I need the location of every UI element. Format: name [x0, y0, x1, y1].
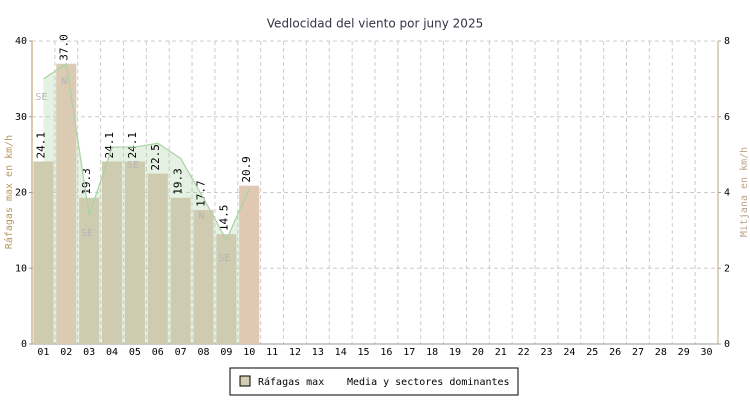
value-label: 24.1 [103, 132, 116, 159]
x-tick-label: 24 [563, 347, 575, 358]
legend-swatch [239, 375, 251, 387]
legend-label: Ráfagas max [258, 376, 324, 388]
x-tick-label: 06 [152, 347, 164, 358]
y2-axis-label: Mitjana en km/h [739, 147, 750, 237]
x-tick-label: 01 [37, 347, 49, 358]
x-tick-label: 16 [380, 347, 392, 358]
x-tick-label: 03 [83, 347, 95, 358]
x-tick-label: 08 [197, 347, 209, 358]
y2-tick-label: 0 [724, 339, 730, 350]
bar [101, 161, 123, 344]
direction-label: SE [127, 160, 139, 171]
y2-tick-label: 6 [724, 112, 730, 123]
direction-label: SE [218, 253, 230, 264]
chart-title: Vedlocidad del viento por juny 2025 [267, 17, 483, 31]
x-tick-label: 02 [60, 347, 72, 358]
bar [193, 209, 214, 344]
bar [239, 185, 260, 344]
value-label: 24.1 [34, 132, 47, 159]
bar [56, 63, 77, 344]
mean-line [43, 62, 250, 242]
y-tick-label: 20 [15, 188, 27, 199]
bar [33, 161, 54, 344]
y2-tick-label: 2 [724, 263, 730, 274]
x-tick-label: 10 [243, 347, 255, 358]
direction-label: N [61, 77, 67, 88]
x-tick-label: 30 [701, 347, 713, 358]
value-label: 14.5 [217, 205, 230, 232]
x-tick-label: 23 [540, 347, 552, 358]
x-tick-label: 14 [335, 347, 347, 358]
value-label: 20.9 [240, 156, 253, 183]
x-tick-label: 09 [220, 347, 232, 358]
x-tick-label: 27 [632, 347, 644, 358]
x-tick-label: 18 [426, 347, 438, 358]
y-tick-label: 30 [15, 112, 27, 123]
value-label: 37.0 [57, 34, 70, 61]
x-tick-label: 15 [358, 347, 370, 358]
x-tick-label: 07 [175, 347, 187, 358]
x-tick-label: 20 [472, 347, 484, 358]
direction-label: SE [81, 228, 93, 239]
value-label: 19.3 [172, 168, 185, 195]
x-tick-label: 04 [106, 347, 118, 358]
x-tick-label: 25 [586, 347, 598, 358]
x-tick-label: 19 [449, 347, 461, 358]
bar [216, 234, 237, 344]
x-tick-label: 05 [129, 347, 141, 358]
y-axis-label: Ráfagas max en km/h [3, 135, 15, 249]
value-label: 22.5 [149, 144, 162, 171]
legend [229, 367, 519, 396]
x-tick-label: 17 [403, 347, 415, 358]
x-tick-label: 12 [289, 347, 301, 358]
direction-label: SE [35, 92, 47, 103]
x-tick-label: 28 [655, 347, 667, 358]
y2-tick-label: 4 [724, 188, 730, 199]
y-tick-label: 40 [15, 36, 27, 47]
x-tick-label: 21 [495, 347, 507, 358]
legend-label: Media y sectores dominantes [347, 377, 510, 388]
value-label: 24.1 [126, 132, 139, 159]
bar [147, 173, 168, 344]
y-tick-label: 10 [15, 263, 27, 274]
direction-label: N [198, 211, 204, 222]
y2-tick-label: 8 [724, 36, 730, 47]
bar [170, 197, 191, 344]
x-tick-label: 26 [609, 347, 621, 358]
bar [124, 161, 145, 344]
x-tick-label: 13 [312, 347, 324, 358]
x-tick-label: 11 [266, 347, 278, 358]
x-tick-label: 22 [518, 347, 530, 358]
y-tick-label: 0 [21, 339, 27, 350]
x-tick-label: 29 [678, 347, 690, 358]
bar [79, 197, 100, 344]
